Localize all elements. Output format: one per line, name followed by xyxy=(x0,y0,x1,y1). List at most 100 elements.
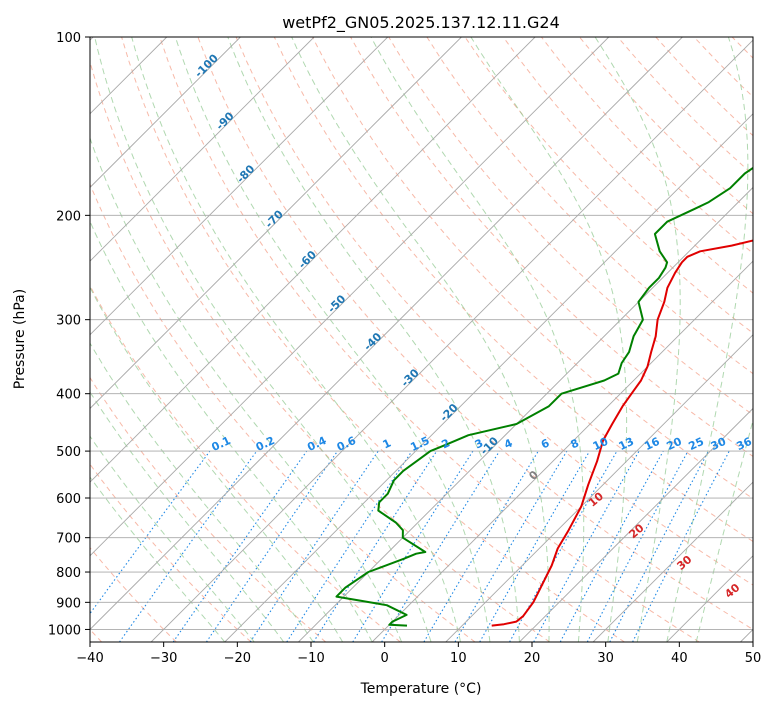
isotherm-line xyxy=(150,39,753,642)
isotherm-line xyxy=(90,37,536,483)
moist-adiabat-line xyxy=(174,37,491,642)
mixing-ratio-line xyxy=(533,450,640,642)
dry-adiabat-label: 30 xyxy=(674,553,694,573)
mixing-ratio-line xyxy=(286,450,413,642)
isotherm-label: -30 xyxy=(399,366,422,389)
mixing-ratio-line xyxy=(559,450,664,642)
isotherm-label: -70 xyxy=(263,207,286,230)
isotherm-label: -100 xyxy=(192,51,221,80)
isotherm-line xyxy=(519,407,753,642)
dry-adiabat-line xyxy=(464,37,753,334)
profile-lines xyxy=(335,166,753,627)
moist-adiabat-line xyxy=(695,418,753,642)
x-tick-label: 50 xyxy=(745,651,762,666)
dry-adiabat-line xyxy=(655,37,753,137)
mixing-ratio-line xyxy=(249,450,379,642)
moist-adiabat-line xyxy=(90,220,373,642)
moist-adiabats xyxy=(90,37,753,642)
line-labels: -100-90-80-70-60-50-40-30-20-1000.1 0.2 0.… xyxy=(192,51,754,600)
dry-adiabat-line xyxy=(770,37,775,642)
moist-adiabat-line xyxy=(90,286,344,642)
isotherm-line xyxy=(298,186,753,642)
dry-adiabat-line xyxy=(90,60,551,642)
y-tick-label: 200 xyxy=(56,209,81,224)
isotherm-line xyxy=(445,334,753,642)
x-tick-label: −10 xyxy=(297,651,324,666)
x-tick-label: −30 xyxy=(150,651,177,666)
y-axis: 1000 900 800 700 600 500 400 300 200 100 xyxy=(48,31,90,638)
y-tick-label: 1000 xyxy=(48,623,81,638)
isotherm-label: -80 xyxy=(234,162,257,185)
isotherm-line xyxy=(371,260,753,642)
moist-adiabat-line xyxy=(90,391,285,642)
moist-adiabat-line xyxy=(227,37,520,642)
mixing-ratio-line xyxy=(90,450,211,615)
isotherm-label: -60 xyxy=(296,248,319,271)
moist-adiabat-line xyxy=(370,37,585,642)
y-tick-label: 100 xyxy=(56,31,81,46)
y-axis-title: Pressure (hPa) xyxy=(12,289,28,389)
isotherm-label: -20 xyxy=(437,401,460,424)
mixing-ratio-line xyxy=(205,450,338,642)
moist-adiabat-line xyxy=(594,37,681,642)
mixing-ratio-line xyxy=(352,450,474,642)
moist-adiabat-line xyxy=(94,37,432,642)
moist-adiabat-line xyxy=(666,37,749,642)
isotherm-line xyxy=(90,37,683,631)
mixing-ratio-line xyxy=(313,450,438,642)
x-tick-label: 0 xyxy=(381,651,389,666)
mixing-ratio-line xyxy=(586,450,689,642)
plot-frame xyxy=(89,36,754,643)
y-tick-label: 900 xyxy=(56,596,81,611)
mixing-ratio-label: 4 xyxy=(502,436,515,451)
isotherm-line xyxy=(90,37,241,189)
dry-adiabat-line xyxy=(693,37,753,98)
mixing-ratio-label: 36 xyxy=(734,435,754,453)
mixing-ratio-line xyxy=(381,450,500,642)
isotherm-line xyxy=(592,481,753,642)
mixing-ratio-label: 16 xyxy=(642,435,662,453)
mixing-ratio-label: 10 xyxy=(591,435,611,453)
dry-adiabats xyxy=(90,37,775,642)
moist-adiabat-line xyxy=(470,37,628,642)
pressure-gridlines xyxy=(90,37,753,630)
mixing-ratio-line xyxy=(454,450,568,642)
dry-adiabat-line xyxy=(90,546,177,642)
dry-adiabat-label: 10 xyxy=(586,489,606,509)
isotherms xyxy=(90,37,753,642)
moist-adiabat-line xyxy=(131,37,461,642)
dry-adiabat-line xyxy=(350,37,753,458)
isotherm-line xyxy=(740,628,753,642)
isotherm-label: -90 xyxy=(213,109,236,132)
y-tick-label: 400 xyxy=(56,388,81,403)
y-tick-label: 300 xyxy=(56,314,81,329)
moist-adiabat-line xyxy=(90,342,314,642)
mixing-ratio-line xyxy=(172,450,308,642)
moist-adiabat-line xyxy=(90,476,226,642)
x-tick-label: 20 xyxy=(524,651,541,666)
temperature-profile-line xyxy=(491,239,753,627)
plot-area: -100-90-80-70-60-50-40-30-20-1000.1 0.2 0.… xyxy=(90,37,775,642)
dry-adiabat-line xyxy=(235,37,753,586)
x-axis-title: Temperature (°C) xyxy=(360,681,482,697)
dry-adiabat-line xyxy=(90,284,401,642)
x-tick-label: 30 xyxy=(597,651,614,666)
x-axis: −40 −30 −20 −10 0 10 20 30 40 50 xyxy=(76,642,761,666)
isotherm-line xyxy=(90,37,610,557)
mixing-ratio-label: 30 xyxy=(709,435,729,453)
dry-adiabat-line xyxy=(159,37,700,642)
isotherm-line xyxy=(90,37,462,410)
isotherm-line xyxy=(666,555,753,642)
mixing-ratio-line xyxy=(632,450,730,642)
dry-adiabat-line xyxy=(90,182,476,642)
mixing-ratio-label: 1 xyxy=(381,436,393,451)
dry-adiabat-line xyxy=(90,376,327,642)
y-tick-label: 600 xyxy=(56,492,81,507)
mixing-ratio-lines xyxy=(90,450,730,642)
dry-adiabat-line xyxy=(388,37,753,416)
mixing-ratio-line xyxy=(119,450,258,642)
isotherm-label: -50 xyxy=(325,292,348,315)
dry-adiabat-line xyxy=(197,37,753,630)
mixing-ratio-label: 13 xyxy=(617,435,636,453)
dewpoint-profile-line xyxy=(335,166,753,627)
